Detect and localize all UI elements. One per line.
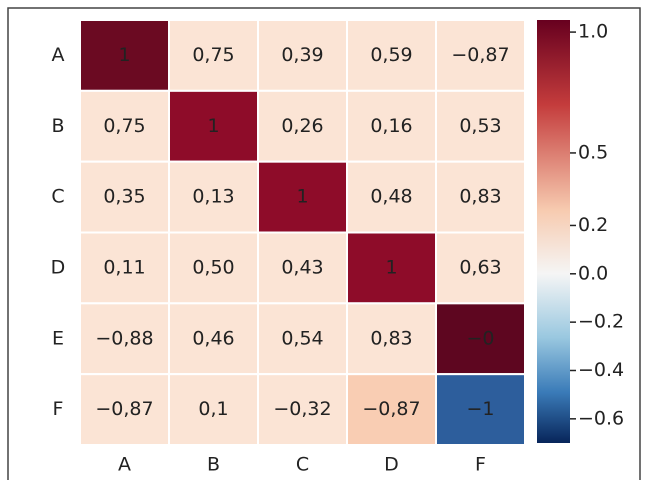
x-tick-label: C	[296, 454, 309, 476]
cell-label: 0,48	[370, 186, 412, 208]
colorbar	[537, 20, 570, 443]
x-tick-label: B	[207, 454, 220, 476]
x-tick-label: D	[384, 454, 399, 476]
heatmap-cell	[435, 19, 526, 92]
heatmap-cell	[346, 373, 437, 446]
cell-label: −0,87	[95, 398, 153, 420]
cell-label: 0,83	[370, 327, 412, 349]
cell-label: −1	[466, 398, 494, 420]
cell-label: 0,13	[192, 186, 234, 208]
cell-label: 0,26	[281, 115, 323, 137]
cell-label: −0,87	[362, 398, 420, 420]
heatmap-cell	[168, 373, 259, 446]
y-tick-label: A	[52, 44, 65, 66]
colorbar-tick-label: 0.5	[578, 141, 608, 163]
cell-label: −0,88	[95, 327, 153, 349]
x-tick-label: F	[475, 454, 486, 476]
x-tick-label: A	[118, 454, 131, 476]
cell-label: 0,83	[459, 186, 501, 208]
heatmap-cell	[435, 373, 526, 446]
colorbar-tick-label: −0.4	[578, 359, 624, 381]
cell-label: 0,53	[459, 115, 501, 137]
heatmap-cell	[168, 19, 259, 92]
colorbar-tick-label: 0.2	[578, 214, 608, 236]
heatmap-cell	[79, 373, 170, 446]
cell-label: 1	[385, 256, 397, 278]
frame	[7, 7, 641, 480]
cell-label: 0,63	[459, 256, 501, 278]
cell-label: 1	[207, 115, 219, 137]
heatmap-cell	[346, 89, 437, 163]
colorbar-tick-label: 1.0	[578, 21, 608, 43]
cell-label: 0,46	[192, 327, 234, 349]
cell-label: 0,43	[281, 256, 323, 278]
cell-label: 1	[118, 44, 130, 66]
heatmap-cell	[257, 373, 348, 446]
cell-label: −0,32	[273, 398, 331, 420]
cell-label: 0,39	[281, 44, 323, 66]
heatmap-cell	[435, 160, 526, 234]
heatmap-cell	[435, 89, 526, 163]
cell-label: 0,75	[103, 115, 145, 137]
heatmap-cell	[346, 160, 437, 234]
y-tick-label: D	[51, 256, 66, 278]
heatmap-cell	[346, 231, 437, 305]
heatmap-cell	[257, 231, 348, 305]
y-tick-label: F	[53, 398, 64, 420]
cell-label: 0,35	[103, 186, 145, 208]
heatmap-cell	[435, 302, 526, 376]
cell-label: −0	[466, 327, 494, 349]
cell-label: 0,75	[192, 44, 234, 66]
heatmap-cell	[79, 160, 170, 234]
cell-label: 0,54	[281, 327, 323, 349]
colorbar-tick-label: 0.0	[578, 262, 608, 284]
colorbar-tick-label: −0.6	[578, 407, 624, 429]
cell-label: −0,87	[451, 44, 509, 66]
heatmap-cell	[257, 160, 348, 234]
cell-label: 0,50	[192, 256, 234, 278]
cell-label: 0,1	[198, 398, 228, 420]
heatmap-cell	[346, 302, 437, 376]
y-tick-label: C	[51, 186, 64, 208]
y-tick-label: E	[52, 327, 64, 349]
y-tick-label: B	[51, 115, 64, 137]
cell-label: 0,11	[103, 256, 145, 278]
cell-label: 0,59	[370, 44, 412, 66]
cell-label: 1	[296, 186, 308, 208]
colorbar-tick-label: −0.2	[578, 311, 624, 333]
cell-label: 0,16	[370, 115, 412, 137]
